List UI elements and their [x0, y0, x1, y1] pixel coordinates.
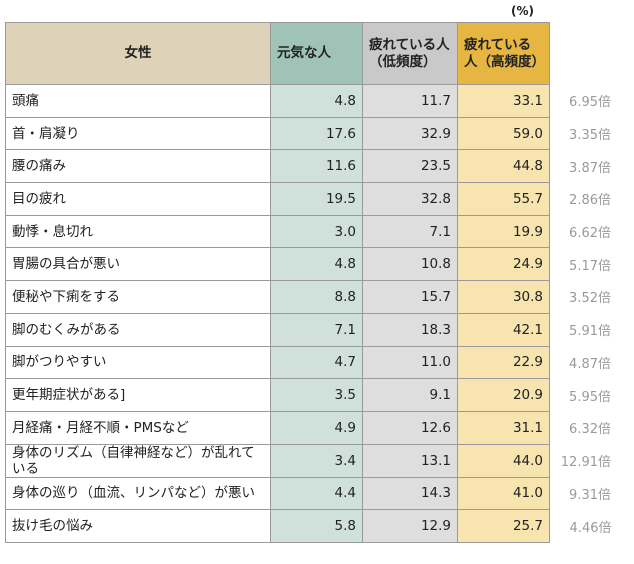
value-tired-low: 12.9 [362, 509, 458, 543]
value-energetic: 11.6 [270, 149, 363, 184]
row-label: 動悸・息切れ [5, 214, 271, 249]
value-tired-high: 59.0 [457, 116, 550, 151]
value-tired-high: 25.7 [457, 509, 550, 543]
value-tired-high: 30.8 [457, 280, 550, 314]
table-row: 抜け毛の悩み 5.8 12.9 25.7 4.46倍 [5, 509, 612, 543]
unit-label: (%) [511, 4, 534, 18]
row-label: 胃腸の具合が悪い [5, 247, 271, 282]
table-row: 胃腸の具合が悪い 4.8 10.8 24.9 5.17倍 [5, 247, 612, 282]
value-tired-low: 12.6 [362, 410, 458, 445]
value-tired-low: 32.8 [362, 182, 458, 216]
table-row: 脚のむくみがある 7.1 18.3 42.1 5.91倍 [5, 312, 612, 347]
ratio-multiplier: 9.31倍 [569, 487, 611, 503]
value-energetic: 3.0 [270, 214, 363, 249]
symptom-table: 女性 元気な人 疲れている人（低頻度） 疲れている人（高頻度） 頭痛 4.8 11.… [5, 22, 612, 543]
ratio-multiplier: 6.95倍 [569, 95, 611, 111]
value-tired-high: 20.9 [457, 378, 550, 412]
value-energetic: 17.6 [270, 116, 363, 151]
value-energetic: 4.8 [270, 84, 363, 118]
table-row: 身体の巡り（血流、リンパなど）が悪い 4.4 14.3 41.0 9.31倍 [5, 476, 612, 511]
row-label: 便秘や下痢をする [5, 280, 271, 314]
row-label: 首・肩凝り [5, 116, 271, 151]
value-tired-low: 15.7 [362, 280, 458, 314]
value-tired-high: 55.7 [457, 182, 550, 216]
table-header-row: 女性 元気な人 疲れている人（低頻度） 疲れている人（高頻度） [5, 22, 612, 85]
value-energetic: 19.5 [270, 182, 363, 216]
value-tired-high: 24.9 [457, 247, 550, 282]
ratio-multiplier: 4.87倍 [569, 356, 611, 372]
value-energetic: 3.5 [270, 378, 363, 412]
header-tired-low: 疲れている人（低頻度） [362, 22, 458, 85]
row-label: 月経痛・月経不順・PMSなど [5, 410, 271, 445]
value-energetic: 7.1 [270, 312, 363, 347]
row-label: 頭痛 [5, 84, 271, 118]
value-tired-low: 10.8 [362, 247, 458, 282]
row-label: 目の疲れ [5, 182, 271, 216]
table-row: 目の疲れ 19.5 32.8 55.7 2.86倍 [5, 182, 612, 216]
ratio-multiplier: 6.32倍 [569, 422, 611, 438]
table-row: 頭痛 4.8 11.7 33.1 6.95倍 [5, 84, 612, 118]
ratio-multiplier: 3.35倍 [569, 128, 611, 144]
value-tired-low: 11.7 [362, 84, 458, 118]
value-tired-low: 14.3 [362, 476, 458, 511]
row-label: 身体のリズム（自律神経など）が乱れている [5, 443, 271, 478]
table-row: 脚がつりやすい 4.7 11.0 22.9 4.87倍 [5, 345, 612, 380]
table-row: 月経痛・月経不順・PMSなど 4.9 12.6 31.1 6.32倍 [5, 410, 612, 445]
value-tired-high: 44.0 [457, 443, 550, 478]
value-tired-low: 23.5 [362, 149, 458, 184]
ratio-multiplier: 3.52倍 [569, 291, 611, 307]
value-tired-low: 13.1 [362, 443, 458, 478]
value-energetic: 4.4 [270, 476, 363, 511]
ratio-multiplier: 4.46倍 [569, 520, 612, 536]
value-tired-low: 9.1 [362, 378, 458, 412]
value-tired-high: 42.1 [457, 312, 550, 347]
ratio-multiplier: 5.95倍 [569, 389, 611, 405]
value-energetic: 4.9 [270, 410, 363, 445]
value-tired-low: 18.3 [362, 312, 458, 347]
ratio-multiplier: 5.91倍 [569, 324, 611, 340]
value-tired-high: 22.9 [457, 345, 550, 380]
table-row: 身体のリズム（自律神経など）が乱れている 3.4 13.1 44.0 12.91倍 [5, 443, 612, 478]
value-energetic: 4.7 [270, 345, 363, 380]
row-label: 更年期症状がある] [5, 378, 271, 412]
value-tired-high: 31.1 [457, 410, 550, 445]
ratio-multiplier: 3.87倍 [569, 160, 611, 176]
row-label: 身体の巡り（血流、リンパなど）が悪い [5, 476, 271, 511]
ratio-multiplier: 12.91倍 [560, 455, 611, 471]
value-energetic: 3.4 [270, 443, 363, 478]
row-label: 脚のむくみがある [5, 312, 271, 347]
value-tired-low: 11.0 [362, 345, 458, 380]
table-row: 腰の痛み 11.6 23.5 44.8 3.87倍 [5, 149, 612, 184]
table-row: 便秘や下痢をする 8.8 15.7 30.8 3.52倍 [5, 280, 612, 314]
table-row: 更年期症状がある] 3.5 9.1 20.9 5.95倍 [5, 378, 612, 412]
row-label: 抜け毛の悩み [5, 509, 271, 543]
value-tired-low: 32.9 [362, 116, 458, 151]
row-label: 脚がつりやすい [5, 345, 271, 380]
table-row: 動悸・息切れ 3.0 7.1 19.9 6.62倍 [5, 214, 612, 249]
value-tired-high: 33.1 [457, 84, 550, 118]
value-tired-high: 44.8 [457, 149, 550, 184]
header-energetic: 元気な人 [270, 22, 363, 85]
value-tired-high: 19.9 [457, 214, 550, 249]
ratio-multiplier: 6.62倍 [569, 226, 611, 242]
ratio-multiplier: 2.86倍 [569, 193, 611, 209]
header-tired-high: 疲れている人（高頻度） [457, 22, 550, 85]
header-corner: 女性 [5, 22, 271, 85]
row-label: 腰の痛み [5, 149, 271, 184]
value-energetic: 8.8 [270, 280, 363, 314]
value-energetic: 5.8 [270, 509, 363, 543]
value-tired-low: 7.1 [362, 214, 458, 249]
table-row: 首・肩凝り 17.6 32.9 59.0 3.35倍 [5, 116, 612, 151]
header-ratio-spacer [550, 23, 612, 85]
value-tired-high: 41.0 [457, 476, 550, 511]
value-energetic: 4.8 [270, 247, 363, 282]
ratio-multiplier: 5.17倍 [569, 258, 611, 274]
